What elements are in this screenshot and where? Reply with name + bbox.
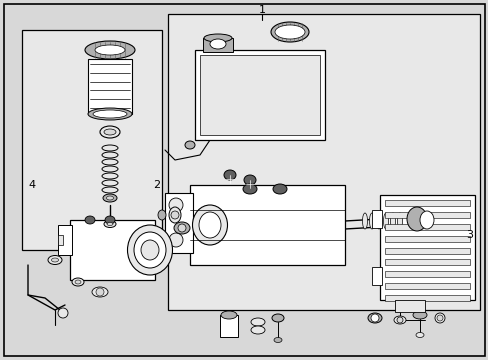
Ellipse shape [367, 313, 381, 323]
Ellipse shape [141, 240, 159, 260]
Bar [384, 224, 469, 230]
Circle shape [171, 211, 179, 219]
Circle shape [396, 317, 402, 323]
Bar [384, 236, 469, 242]
Ellipse shape [199, 212, 221, 238]
Ellipse shape [271, 314, 284, 322]
Bar [200, 55, 319, 135]
Bar [88, 59, 132, 114]
Ellipse shape [270, 22, 308, 42]
Bar [58, 225, 72, 255]
Bar [384, 295, 469, 301]
Ellipse shape [362, 213, 367, 229]
Ellipse shape [100, 126, 120, 138]
Circle shape [96, 288, 104, 296]
Ellipse shape [93, 110, 127, 118]
Ellipse shape [419, 211, 433, 229]
Bar [70, 220, 155, 280]
Bar [384, 212, 469, 218]
Bar [168, 14, 479, 310]
Ellipse shape [203, 34, 231, 42]
Bar [384, 283, 469, 289]
Ellipse shape [393, 316, 405, 324]
Ellipse shape [272, 184, 286, 194]
Ellipse shape [250, 318, 264, 326]
Ellipse shape [184, 141, 195, 149]
Ellipse shape [397, 213, 402, 229]
Bar [195, 50, 325, 140]
Circle shape [178, 224, 185, 232]
Bar [371, 267, 381, 285]
Ellipse shape [244, 175, 256, 185]
Ellipse shape [72, 278, 84, 286]
Ellipse shape [127, 225, 172, 275]
Bar [384, 259, 469, 265]
Ellipse shape [412, 311, 426, 319]
Text: 1: 1 [258, 5, 265, 15]
Ellipse shape [192, 205, 227, 245]
Text: 2: 2 [153, 180, 160, 190]
Bar [203, 38, 232, 52]
Ellipse shape [390, 213, 395, 229]
Circle shape [436, 315, 442, 321]
Bar [384, 200, 469, 206]
Ellipse shape [434, 313, 444, 323]
Circle shape [58, 308, 68, 318]
Ellipse shape [104, 129, 116, 135]
Ellipse shape [104, 220, 116, 228]
Bar [379, 195, 474, 300]
Bar [58, 235, 63, 245]
Circle shape [169, 233, 183, 247]
Ellipse shape [415, 333, 423, 338]
Bar [22, 30, 162, 250]
Ellipse shape [48, 256, 62, 265]
Text: 3: 3 [466, 230, 472, 240]
Ellipse shape [103, 194, 117, 202]
Ellipse shape [105, 216, 115, 224]
Ellipse shape [169, 207, 181, 223]
Bar [164, 193, 193, 253]
Ellipse shape [174, 222, 190, 234]
Ellipse shape [369, 213, 374, 229]
Ellipse shape [158, 210, 165, 220]
Ellipse shape [221, 311, 237, 319]
Bar [190, 185, 345, 265]
Ellipse shape [95, 45, 125, 55]
Circle shape [169, 198, 183, 212]
Ellipse shape [209, 39, 225, 49]
Ellipse shape [406, 207, 426, 231]
Ellipse shape [224, 170, 236, 180]
Ellipse shape [273, 338, 282, 342]
Bar [371, 210, 381, 228]
Ellipse shape [85, 41, 135, 59]
Ellipse shape [75, 280, 81, 284]
Ellipse shape [250, 326, 264, 334]
Text: 4: 4 [28, 180, 36, 190]
Ellipse shape [88, 108, 132, 120]
Bar [220, 315, 238, 337]
Ellipse shape [383, 213, 387, 229]
Ellipse shape [85, 216, 95, 224]
Ellipse shape [274, 25, 305, 39]
Ellipse shape [106, 196, 113, 200]
Ellipse shape [107, 222, 113, 225]
Ellipse shape [243, 184, 257, 194]
Bar [384, 248, 469, 253]
Ellipse shape [134, 232, 165, 268]
Bar [394, 300, 424, 312]
Circle shape [370, 314, 378, 322]
Ellipse shape [92, 287, 108, 297]
Ellipse shape [376, 213, 381, 229]
Ellipse shape [51, 258, 59, 262]
Bar [384, 271, 469, 277]
